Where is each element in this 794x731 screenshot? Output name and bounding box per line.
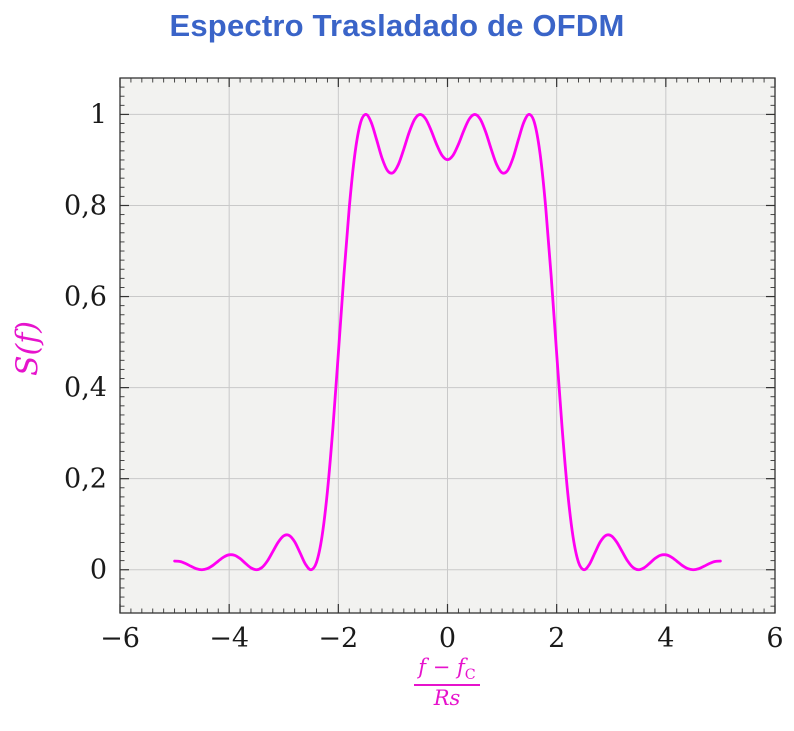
y-tick-label: 0,4 <box>64 373 107 404</box>
x-tick-label: 6 <box>766 623 783 654</box>
x-axis-fraction-numerator: f − fC <box>414 655 480 687</box>
y-axis-label: S(f) <box>11 249 46 449</box>
y-axis-label-text: S(f) <box>10 320 46 377</box>
y-tick-label: 0,2 <box>64 464 107 495</box>
x-minor-ticks <box>130 78 765 613</box>
y-tick-label: 0,6 <box>64 282 107 313</box>
y-tick-label: 0,8 <box>64 190 107 221</box>
x-tick-label: 0 <box>439 623 456 654</box>
x-tick-label: 2 <box>548 623 565 654</box>
x-tick-label: 4 <box>657 623 674 654</box>
x-axis-label: f − fC Rs <box>100 655 794 711</box>
y-minor-ticks <box>120 77 775 607</box>
grid-lines <box>120 78 775 613</box>
y-tick-label: 1 <box>90 99 107 130</box>
y-tick-label: 0 <box>90 555 107 586</box>
plot-frame <box>119 77 776 614</box>
x-tick-label: −6 <box>100 623 140 654</box>
spectrum-curve <box>173 113 722 572</box>
x-axis-fraction-denominator: Rs <box>433 686 461 711</box>
x-tick-label: −2 <box>318 623 358 654</box>
x-axis-fraction: f − fC Rs <box>414 655 480 711</box>
chart-title: Espectro Trasladado de OFDM <box>169 8 625 43</box>
x-tick-label: −4 <box>209 623 249 654</box>
